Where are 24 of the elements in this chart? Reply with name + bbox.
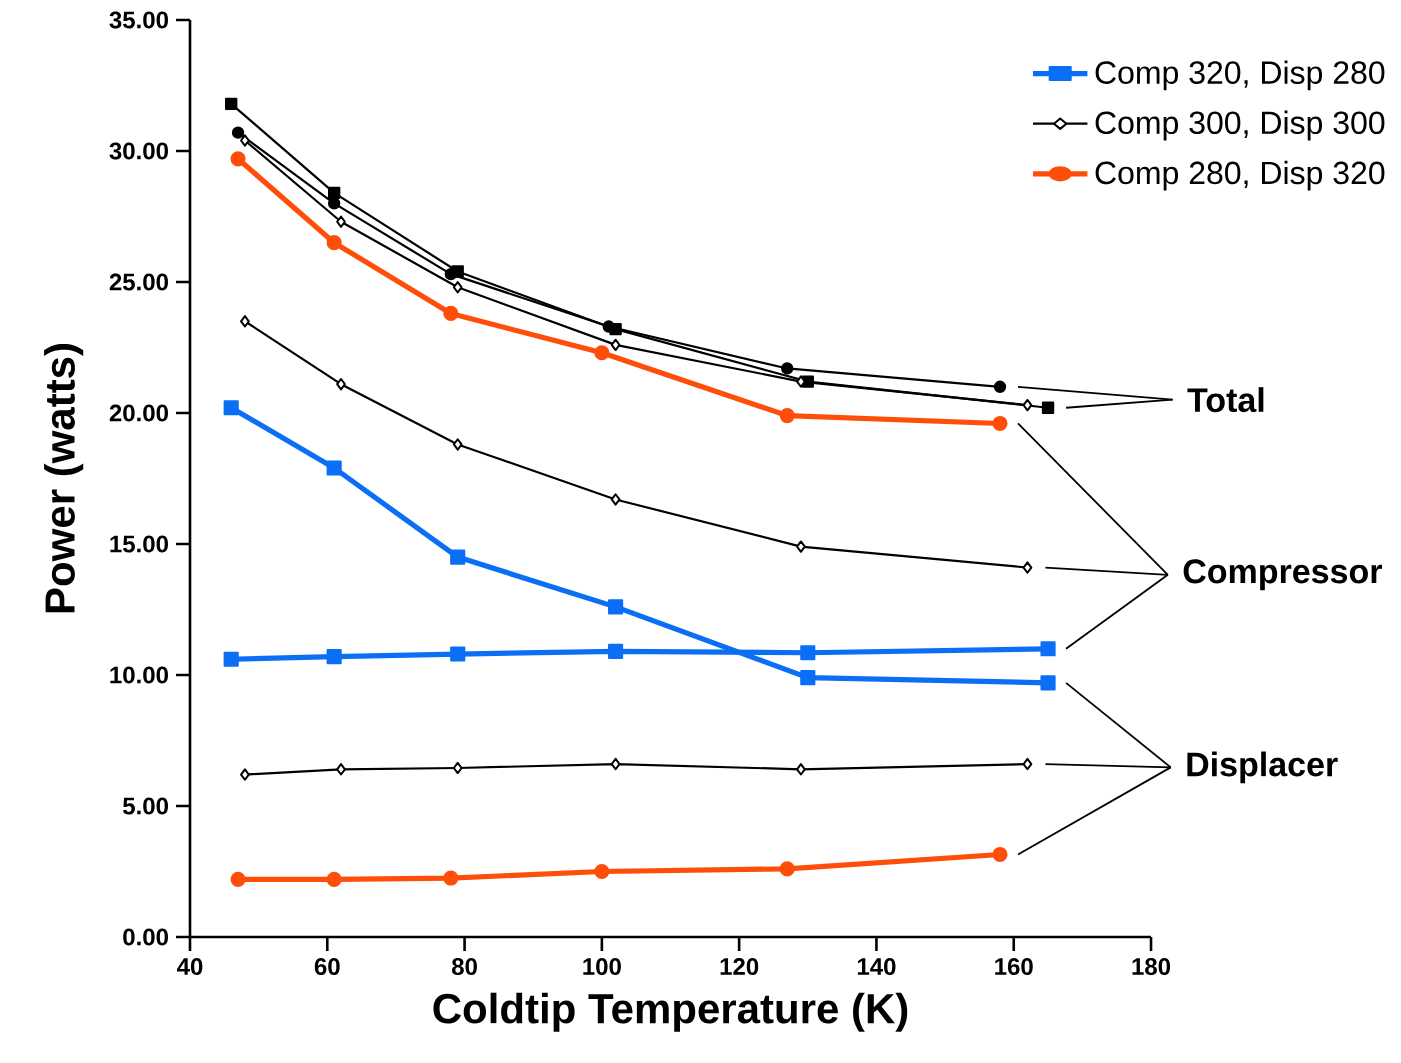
- legend-label: Comp 320, Disp 280: [1095, 60, 1385, 91]
- text: Displacer: [1187, 751, 1338, 784]
- legend-label: Comp 280, Disp 320: [1095, 160, 1385, 191]
- y-tick-label: 30.00: [109, 142, 168, 160]
- x-tick-label: 180: [1132, 958, 1171, 976]
- y-tick-label: 0.00: [123, 928, 168, 946]
- y-axis-title: Power (watts): [44, 344, 84, 613]
- x-tick-label: 160: [995, 958, 1033, 976]
- y-tick-label: 5.00: [123, 797, 168, 815]
- y-tick-label: 20.00: [109, 404, 168, 422]
- text: Compressor: [1183, 559, 1382, 591]
- x-tick-label: 80: [451, 958, 477, 976]
- x-tick-label: 120: [720, 958, 759, 976]
- y-tick-label: 35.00: [109, 11, 168, 29]
- y-tick-label: 10.00: [110, 666, 168, 684]
- x-axis-title: Coldtip Temperature (K): [433, 992, 908, 1032]
- y-tick-label: 25.00: [109, 273, 168, 291]
- text: Total: [1187, 387, 1264, 413]
- x-tick-label: 60: [314, 958, 340, 976]
- y-tick-label: 15.00: [110, 535, 168, 553]
- x-tick-label: 140: [857, 958, 896, 976]
- x-tick-label: 40: [177, 958, 203, 976]
- x-tick-label: 100: [583, 958, 621, 976]
- legend-label: Comp 300, Disp 300: [1095, 110, 1385, 141]
